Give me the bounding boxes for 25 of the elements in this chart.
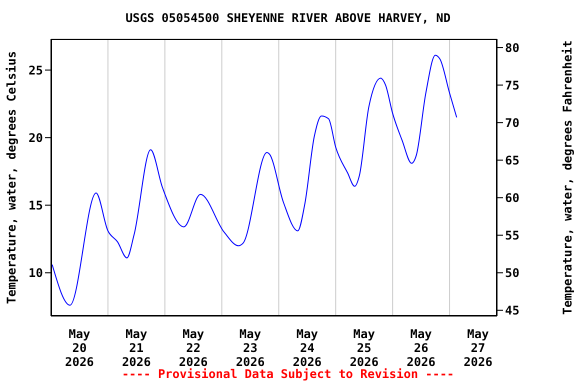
line-series <box>52 54 458 306</box>
y-axis-title: Temperature, water, degrees Celsius <box>4 51 18 304</box>
x-tick-label: May 22 2026 <box>178 327 208 369</box>
chart-title: USGS 05054500 SHEYENNE RIVER ABOVE HARVEY, ND <box>124 11 452 25</box>
x-tick-label: May 23 2026 <box>236 327 265 369</box>
y2-tick-label: 45 <box>505 304 520 318</box>
y2-tick-label: 70 <box>505 116 520 130</box>
y2-tick-label: 50 <box>505 266 520 280</box>
x-tick-label: May 25 2026 <box>350 327 379 369</box>
x-tick-label: May 26 2026 <box>406 327 436 369</box>
y-tick-label: 10 <box>28 266 43 280</box>
y2-tick-label: 60 <box>505 190 520 205</box>
y2-tick-label: 80 <box>505 40 520 55</box>
x-tick-label: May 21 2026 <box>122 327 151 369</box>
x-tick-label: May 27 2026 <box>464 327 492 369</box>
y-tick-label: 25 <box>28 63 43 78</box>
text: ---- Provisional Data Subject to Revision ---- <box>122 367 454 381</box>
y-tick-label: 20 <box>28 130 43 145</box>
x-tick-label: May 24 2026 <box>292 327 322 369</box>
y2-tick-label: 65 <box>505 153 520 168</box>
y2-tick-label: 55 <box>505 228 520 242</box>
y-tick-label: 15 <box>28 198 43 212</box>
y2-axis-title: Temperature, water, degrees Fahrenheit <box>560 40 574 315</box>
y2-tick-label: 75 <box>505 78 520 92</box>
x-tick-label: May 20 2026 <box>65 327 94 369</box>
